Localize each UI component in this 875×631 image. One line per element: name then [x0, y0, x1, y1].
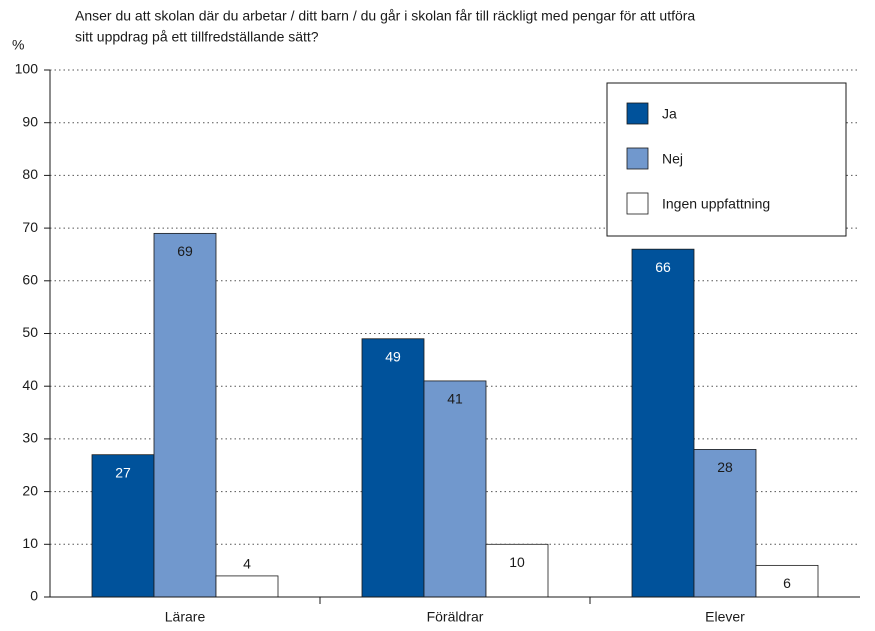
legend-swatch — [626, 147, 649, 170]
bar — [361, 338, 425, 598]
y-tick-label: 100 — [15, 61, 39, 77]
data-label: 28 — [717, 459, 733, 475]
data-label: 69 — [177, 243, 193, 259]
x-tick-label: Lärare — [165, 609, 206, 625]
y-tick-label: 20 — [22, 482, 38, 498]
bar — [631, 248, 695, 598]
y-tick-label: 70 — [22, 219, 38, 235]
legend-swatch — [626, 192, 649, 215]
data-label: 49 — [385, 348, 401, 364]
y-tick-label: 60 — [22, 272, 38, 288]
bar — [215, 575, 279, 598]
data-label: 10 — [509, 554, 525, 570]
bar — [423, 380, 487, 598]
data-label: 41 — [447, 391, 463, 407]
legend-label: Nej — [662, 151, 683, 167]
bar — [153, 232, 217, 598]
y-tick-label: 10 — [22, 535, 38, 551]
data-label: 27 — [115, 464, 131, 480]
y-tick-label: 40 — [22, 377, 38, 393]
bar — [485, 543, 549, 598]
x-tick-label: Elever — [705, 609, 745, 625]
y-tick-label: 90 — [22, 113, 38, 129]
y-axis-label: % — [12, 37, 24, 53]
legend-label: Ja — [662, 106, 677, 122]
y-tick-label: 80 — [22, 166, 38, 182]
x-tick-label: Föräldrar — [427, 609, 484, 625]
y-tick-label: 30 — [22, 430, 38, 446]
bar — [755, 564, 819, 598]
chart-title: Anser du att skolan där du arbetar / dit… — [75, 8, 695, 24]
data-label: 4 — [243, 556, 251, 572]
y-tick-label: 50 — [22, 324, 38, 340]
y-tick-label: 0 — [30, 588, 38, 604]
legend-label: Ingen uppfattning — [662, 196, 770, 212]
chart-title: sitt uppdrag på ett tillfredställande sä… — [75, 29, 319, 45]
data-label: 66 — [655, 259, 671, 275]
data-label: 6 — [783, 575, 791, 591]
legend-swatch — [626, 102, 649, 125]
